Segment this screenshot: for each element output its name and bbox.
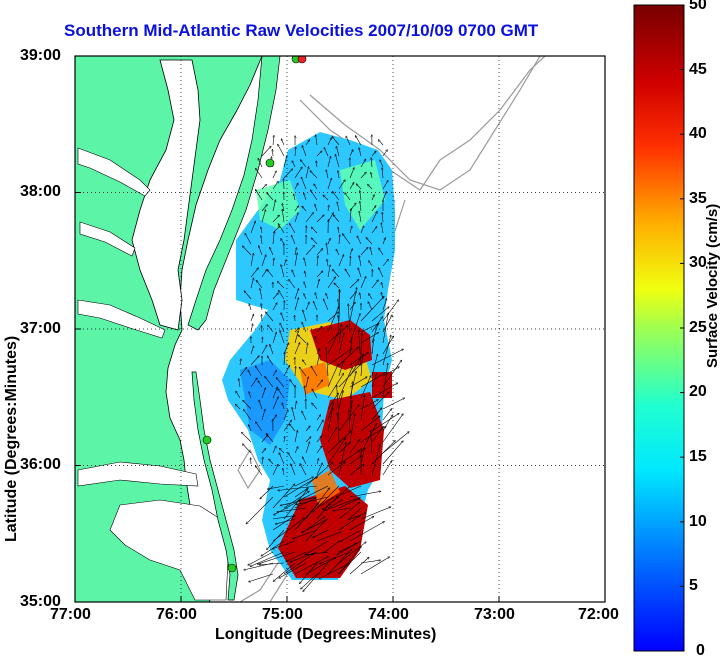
colorbar-tick-label: 5 [689,577,698,595]
radar-station-marker [228,564,236,572]
x-axis-label: Longitude (Degrees:Minutes) [215,626,436,644]
colorbar [634,5,684,651]
x-tick-label: 75:00 [262,606,303,624]
x-tick-label: 76:00 [156,606,197,624]
colorbar-tick-label: 15 [689,448,707,466]
radar-station-marker [203,436,211,444]
y-tick-label: 36:00 [20,456,61,474]
colorbar-tick-label: 20 [689,383,707,401]
x-tick-label: 72:00 [578,606,619,624]
colorbar-label: Surface Velocity (cm/s) [704,204,721,368]
colorbar-tick-label: 45 [689,61,707,79]
colorbar-tick-label: 40 [689,125,707,143]
colorbar-tick-label: 0 [696,642,705,660]
radar-station-marker [266,159,274,167]
y-tick-label: 37:00 [20,320,61,338]
x-tick-label: 73:00 [474,606,515,624]
y-tick-label: 38:00 [20,183,61,201]
x-tick-label: 74:00 [368,606,409,624]
y-axis-label: Latitude (Degrees:Minutes) [3,336,21,542]
x-tick-label: 77:00 [50,606,91,624]
y-tick-label: 39:00 [20,47,61,65]
colorbar-tick-label: 10 [689,513,707,531]
colorbar-tick-label: 50 [689,0,707,14]
